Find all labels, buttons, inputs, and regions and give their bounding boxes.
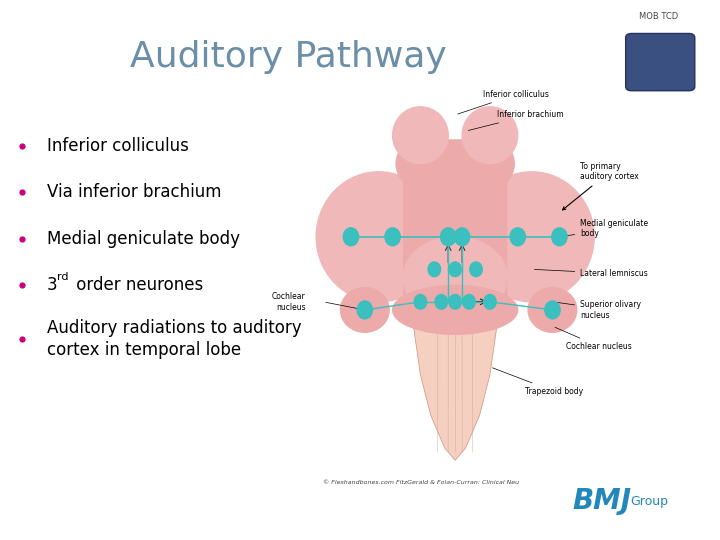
Circle shape bbox=[454, 228, 469, 246]
Text: Cochlear
nucleus: Cochlear nucleus bbox=[272, 292, 306, 312]
Circle shape bbox=[343, 228, 359, 246]
Ellipse shape bbox=[392, 286, 518, 334]
Text: Superior olivary
nucleus: Superior olivary nucleus bbox=[555, 300, 642, 320]
Circle shape bbox=[463, 294, 475, 309]
Circle shape bbox=[545, 301, 560, 319]
Circle shape bbox=[552, 228, 567, 246]
FancyBboxPatch shape bbox=[626, 33, 695, 91]
Ellipse shape bbox=[469, 172, 594, 302]
Ellipse shape bbox=[466, 139, 514, 188]
FancyBboxPatch shape bbox=[403, 139, 508, 318]
Polygon shape bbox=[413, 326, 497, 460]
Circle shape bbox=[414, 294, 427, 309]
Circle shape bbox=[385, 228, 400, 246]
Ellipse shape bbox=[396, 139, 445, 188]
Ellipse shape bbox=[403, 237, 508, 318]
Ellipse shape bbox=[528, 288, 577, 332]
Text: To primary
auditory cortex: To primary auditory cortex bbox=[562, 162, 639, 210]
Text: Medial geniculate
body: Medial geniculate body bbox=[562, 219, 649, 238]
Text: Auditory Pathway: Auditory Pathway bbox=[130, 40, 446, 73]
Text: Inferior colliculus: Inferior colliculus bbox=[47, 137, 189, 155]
Text: Auditory radiations to auditory
cortex in temporal lobe: Auditory radiations to auditory cortex i… bbox=[47, 319, 302, 359]
Text: Inferior colliculus: Inferior colliculus bbox=[458, 90, 549, 114]
Circle shape bbox=[469, 262, 482, 276]
Text: Inferior brachium: Inferior brachium bbox=[468, 110, 564, 131]
Circle shape bbox=[484, 294, 496, 309]
Text: MOB TCD: MOB TCD bbox=[639, 12, 678, 21]
Text: Group: Group bbox=[630, 495, 668, 508]
Ellipse shape bbox=[462, 107, 518, 164]
Text: Trapezoid body: Trapezoid body bbox=[492, 368, 582, 396]
Text: © Fleshandbones.com FitzGerald & Folan-Curran: Clinical Neu: © Fleshandbones.com FitzGerald & Folan-C… bbox=[323, 480, 519, 484]
Text: Cochlear nucleus: Cochlear nucleus bbox=[555, 327, 632, 351]
Text: rd: rd bbox=[57, 272, 68, 282]
Text: 3: 3 bbox=[47, 276, 58, 294]
Ellipse shape bbox=[341, 288, 389, 332]
Circle shape bbox=[435, 294, 448, 309]
Circle shape bbox=[449, 294, 462, 309]
Text: ⚜: ⚜ bbox=[654, 56, 666, 69]
Circle shape bbox=[449, 262, 462, 276]
Circle shape bbox=[357, 301, 372, 319]
Text: Via inferior brachium: Via inferior brachium bbox=[47, 183, 221, 201]
Ellipse shape bbox=[316, 172, 441, 302]
Circle shape bbox=[441, 228, 456, 246]
Ellipse shape bbox=[392, 107, 449, 164]
Text: Medial geniculate body: Medial geniculate body bbox=[47, 230, 240, 248]
Text: order neurones: order neurones bbox=[71, 276, 203, 294]
Text: BMJ: BMJ bbox=[572, 487, 631, 515]
Circle shape bbox=[510, 228, 526, 246]
Circle shape bbox=[428, 262, 441, 276]
Text: Lateral lemniscus: Lateral lemniscus bbox=[534, 269, 648, 278]
